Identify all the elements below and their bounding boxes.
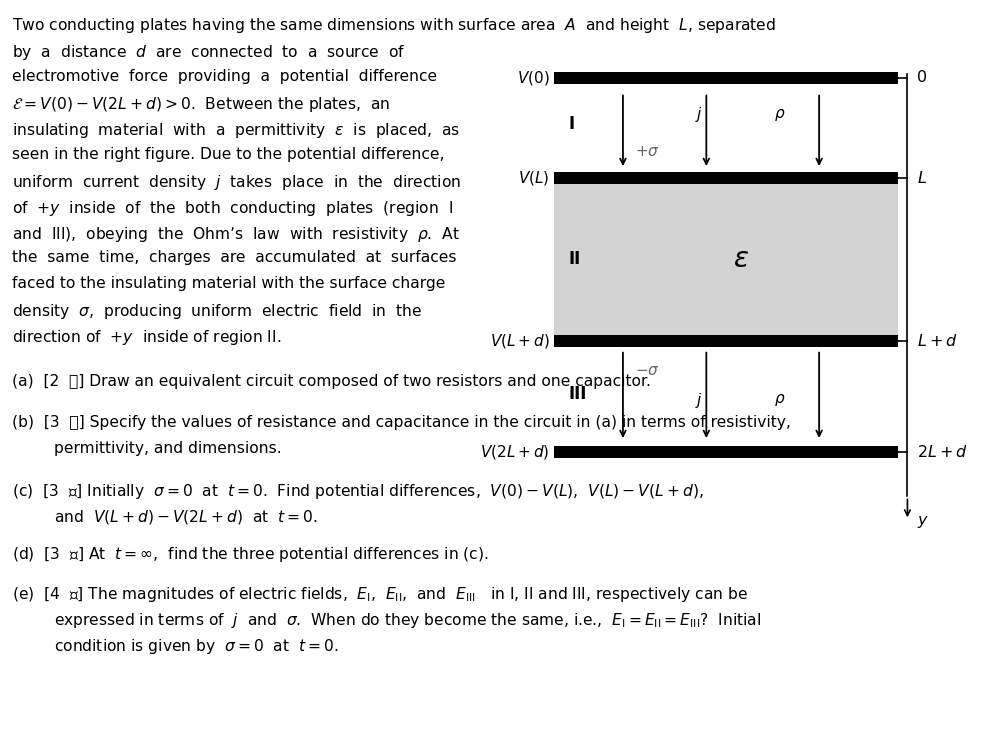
Text: III: III	[569, 385, 588, 403]
Text: $\rho$: $\rho$	[774, 107, 786, 123]
Text: (c)  [3  점] Initially  $\sigma = 0$  at  $t = 0$.  Find potential differences,  : (c) [3 점] Initially $\sigma = 0$ at $t =…	[12, 482, 703, 501]
Text: $\mathcal{E} = V(0) - V(2L + d) > 0$.  Between the plates,  an: $\mathcal{E} = V(0) - V(2L + d) > 0$. Be…	[12, 95, 389, 114]
Text: $L+d$: $L+d$	[917, 333, 958, 349]
Text: insulating  material  with  a  permittivity  $\epsilon$  is  placed,  as: insulating material with a permittivity …	[12, 121, 460, 140]
Text: uniform  current  density  $j$  takes  place  in  the  direction: uniform current density $j$ takes place …	[12, 173, 461, 192]
Text: $V(L+d)$: $V(L+d)$	[490, 332, 549, 350]
Text: $V(0)$: $V(0)$	[517, 69, 549, 87]
Text: Two conducting plates having the same dimensions with surface area  $A$  and hei: Two conducting plates having the same di…	[12, 16, 776, 36]
Text: by  a  distance  $d$  are  connected  to  a  source  of: by a distance $d$ are connected to a sou…	[12, 43, 405, 62]
Text: $y$: $y$	[917, 514, 929, 531]
Text: $+\sigma$: $+\sigma$	[635, 144, 660, 159]
Bar	[554, 446, 898, 458]
Text: $-\sigma$: $-\sigma$	[635, 363, 660, 378]
Bar	[554, 178, 898, 341]
Text: condition is given by  $\sigma = 0$  at  $t = 0$.: condition is given by $\sigma = 0$ at $t…	[54, 637, 338, 657]
Bar	[554, 335, 898, 347]
Text: the  same  time,  charges  are  accumulated  at  surfaces: the same time, charges are accumulated a…	[12, 250, 456, 265]
Text: (e)  [4  점] The magnitudes of electric fields,  $E_{\mathrm{I}}$,  $E_{\mathrm{I: (e) [4 점] The magnitudes of electric fie…	[12, 585, 748, 605]
Text: (b)  [3  점] Specify the values of resistance and capacitance in the circuit in (: (b) [3 점] Specify the values of resistan…	[12, 415, 791, 430]
Text: electromotive  force  providing  a  potential  difference: electromotive force providing a potentia…	[12, 69, 437, 84]
Text: $j$: $j$	[695, 391, 702, 410]
Text: $j$: $j$	[695, 105, 702, 124]
Text: $V(2L+d)$: $V(2L+d)$	[480, 443, 549, 461]
Text: $V(L)$: $V(L)$	[518, 169, 549, 187]
Text: (d)  [3  점] At  $t = \infty$,  find the three potential differences in (c).: (d) [3 점] At $t = \infty$, find the thre…	[12, 545, 489, 564]
Text: permittivity, and dimensions.: permittivity, and dimensions.	[54, 441, 282, 456]
Text: $2L+d$: $2L+d$	[917, 444, 968, 460]
Text: $\epsilon$: $\epsilon$	[733, 245, 749, 273]
Text: expressed in terms of  $j$  and  $\sigma$.  When do they become the same, i.e., : expressed in terms of $j$ and $\sigma$. …	[54, 611, 761, 631]
Text: density  $\sigma$,  producing  uniform  electric  field  in  the: density $\sigma$, producing uniform elec…	[12, 302, 422, 322]
Text: and  III),  obeying  the  Ohm’s  law  with  resistivity  $\rho$.  At: and III), obeying the Ohm’s law with res…	[12, 225, 460, 244]
Text: seen in the right figure. Due to the potential difference,: seen in the right figure. Due to the pot…	[12, 147, 444, 162]
Text: of  $+y$  inside  of  the  both  conducting  plates  (region  I: of $+y$ inside of the both conducting pl…	[12, 199, 453, 218]
Text: 0: 0	[917, 70, 927, 85]
Text: direction of  $+y$  inside of region II.: direction of $+y$ inside of region II.	[12, 328, 282, 348]
Bar	[554, 172, 898, 184]
Text: $\rho$: $\rho$	[774, 392, 786, 408]
Text: and  $V(L+d) - V(2L+d)$  at  $t = 0$.: and $V(L+d) - V(2L+d)$ at $t = 0$.	[54, 508, 318, 525]
Text: I: I	[569, 116, 575, 133]
Text: $L$: $L$	[917, 170, 927, 186]
Text: faced to the insulating material with the surface charge: faced to the insulating material with th…	[12, 276, 445, 291]
Text: (a)  [2  점] Draw an equivalent circuit composed of two resistors and one capacit: (a) [2 점] Draw an equivalent circuit com…	[12, 374, 650, 389]
Text: II: II	[569, 250, 581, 268]
Bar	[554, 72, 898, 84]
